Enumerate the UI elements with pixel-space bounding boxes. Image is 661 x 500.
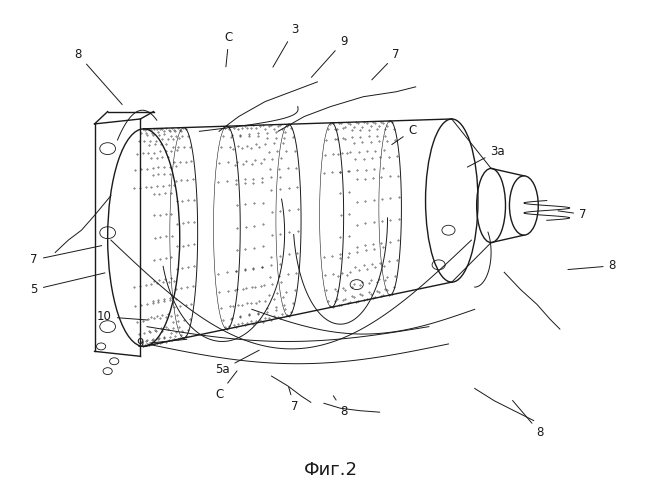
Text: 5a: 5a xyxy=(215,350,259,376)
Text: 8: 8 xyxy=(333,396,347,418)
Text: 9: 9 xyxy=(311,35,348,78)
Text: 3: 3 xyxy=(273,24,298,67)
Text: 9: 9 xyxy=(137,338,187,350)
Text: 7: 7 xyxy=(289,387,298,413)
Text: C: C xyxy=(392,124,416,144)
Text: 8: 8 xyxy=(512,400,544,440)
Text: 7: 7 xyxy=(371,48,400,80)
Text: 7: 7 xyxy=(30,246,102,266)
Text: 8: 8 xyxy=(568,260,616,272)
Text: Фиг.2: Фиг.2 xyxy=(303,461,358,479)
Text: 3a: 3a xyxy=(467,144,505,167)
Text: C: C xyxy=(215,371,237,401)
Text: C: C xyxy=(225,31,233,67)
Text: 8: 8 xyxy=(75,48,122,104)
Text: 7: 7 xyxy=(558,208,586,221)
Text: 5: 5 xyxy=(30,273,105,296)
Text: 10: 10 xyxy=(97,310,147,324)
